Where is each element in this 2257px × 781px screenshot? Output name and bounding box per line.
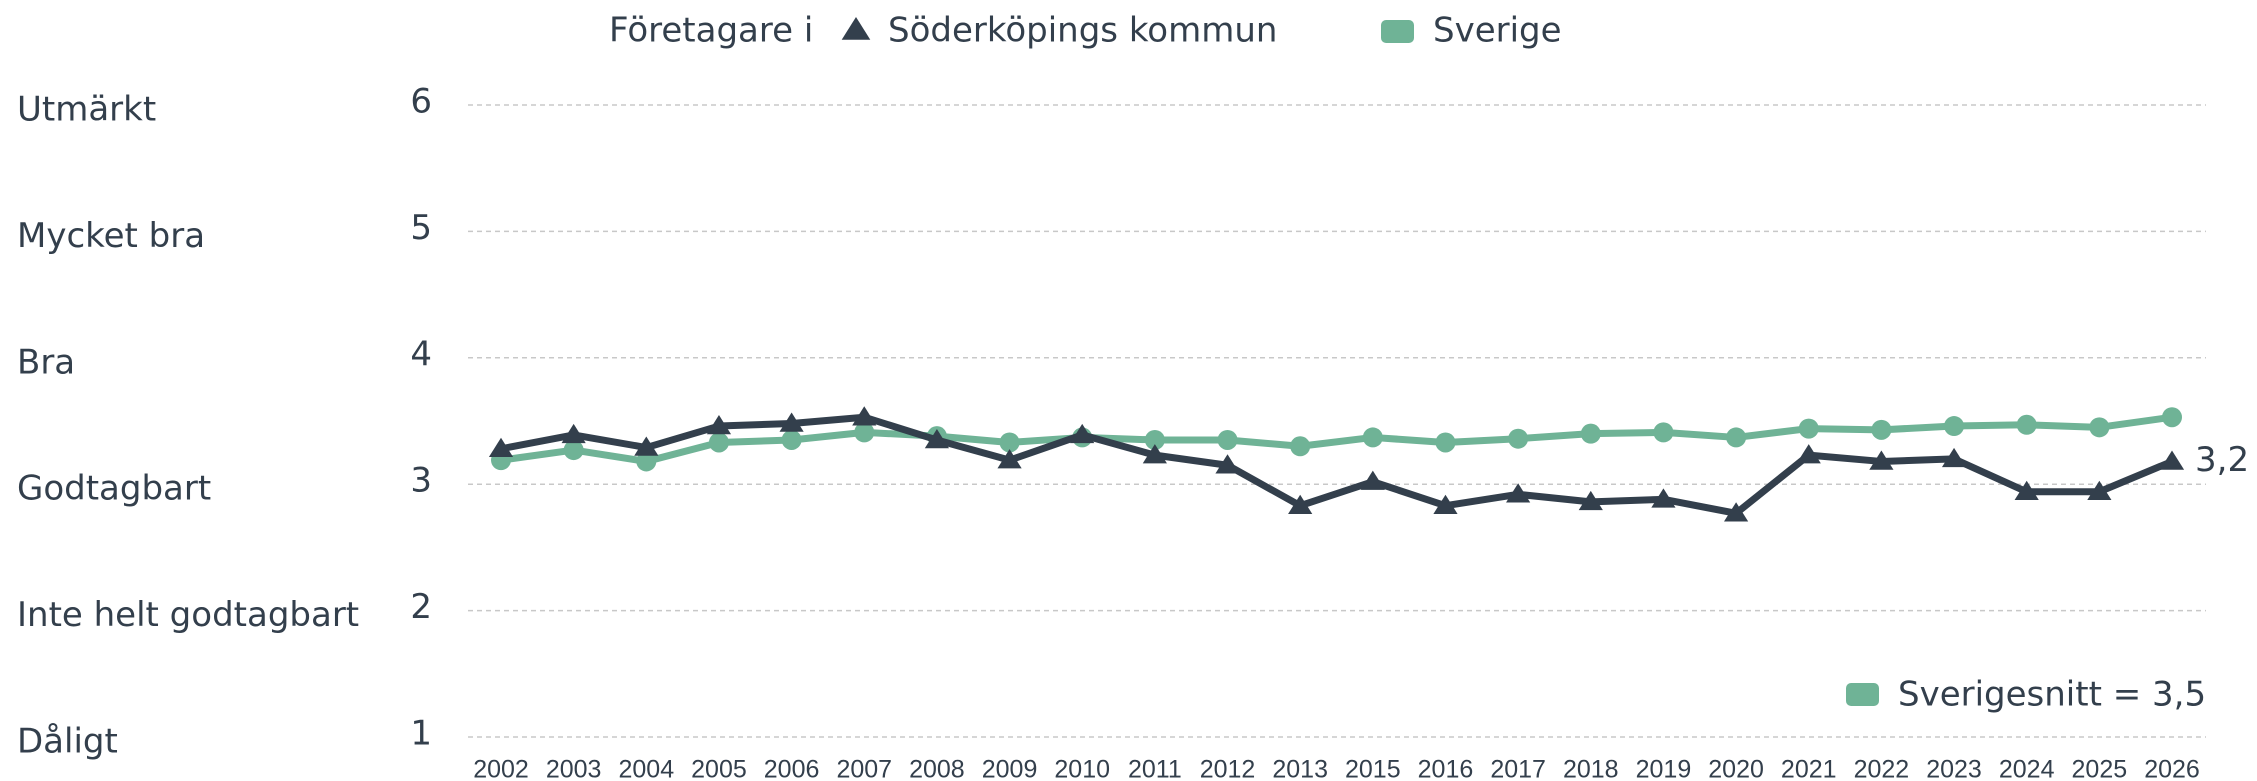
x-tick-label: 2007 [836,756,892,781]
y-tick-label: 5 [410,208,432,248]
point-marker [2087,480,2112,501]
annotation-marker [1846,683,1879,706]
legend-label: Sverige [1433,11,1562,51]
x-tick-label: 2025 [2072,756,2128,781]
legend-label: Söderköpings kommun [888,11,1277,51]
point-marker [999,432,1020,453]
x-tick-label: 2002 [473,756,529,781]
y-tick-label: 6 [410,82,432,122]
point-marker [1217,429,1238,450]
point-marker [2016,414,2037,435]
x-tick-label: 2012 [1200,756,1256,781]
point-marker [563,440,584,461]
legend-marker [841,17,871,40]
point-marker [1796,444,1821,464]
point-marker [636,451,657,472]
point-marker [1653,422,1674,443]
y-tick-label: 2 [410,587,432,627]
x-tick-label: 2010 [1054,756,1110,781]
point-marker [781,429,802,450]
x-tick-label: 2021 [1781,756,1837,781]
x-tick-label: 2011 [1128,756,1182,781]
x-tick-label: 2013 [1272,756,1328,781]
point-marker [779,412,804,432]
point-marker [706,415,732,435]
x-tick-label: 2022 [1854,756,1910,781]
point-marker [1360,470,1385,490]
point-marker [1651,488,1676,508]
x-tick-label: 2024 [1999,756,2055,781]
point-marker [924,428,950,449]
y-tick-name: Godtagbart [17,469,211,509]
x-tick-label: 2008 [909,756,965,781]
point-marker [852,406,877,426]
point-marker [1580,423,1601,444]
point-marker [997,449,1022,469]
point-marker [1433,494,1458,514]
y-tick-name: Mycket bra [17,216,205,256]
x-tick-label: 2018 [1563,756,1619,781]
point-marker [1869,450,1894,470]
x-tick-label: 2009 [982,756,1038,781]
y-tick-label: 3 [410,461,432,501]
point-marker [1944,416,1965,437]
point-marker [1723,502,1749,522]
point-marker [1941,447,1967,468]
point-marker [2162,407,2182,428]
x-tick-label: 2017 [1490,756,1546,781]
point-marker [634,436,659,456]
point-marker [488,437,514,458]
value-label: 3,2 [2195,440,2249,480]
point-marker [854,422,875,443]
point-marker [1578,490,1603,511]
point-marker [2159,450,2185,470]
point-marker [1290,436,1311,457]
x-tick-label: 2003 [546,756,602,781]
point-marker [1435,432,1456,453]
point-marker [1215,454,1240,474]
x-tick-label: 2016 [1418,756,1474,781]
point-marker [1142,444,1167,464]
point-marker [1508,428,1529,449]
point-marker [1506,483,1531,503]
x-tick-label: 2004 [618,756,674,781]
point-marker [1288,494,1313,514]
y-tick-name: Inte helt godtagbart [17,595,359,635]
legend-marker [1381,20,1414,43]
x-tick-label: 2006 [764,756,820,781]
x-tick-label: 2023 [1926,756,1982,781]
y-tick-name: Bra [17,342,75,382]
point-marker [1362,427,1383,448]
y-tick-name: Dåligt [17,722,118,762]
series-line [500,413,2174,517]
point-marker [708,432,729,453]
y-tick-name: Utmärkt [17,90,156,130]
legend-title: Företagare i [609,11,813,51]
point-marker [1144,429,1165,450]
point-marker [1070,423,1095,444]
point-marker [1871,419,1892,440]
point-marker [2089,417,2110,438]
x-tick-label: 2020 [1708,756,1764,781]
x-tick-label: 2026 [2144,756,2200,781]
point-marker [2014,480,2039,501]
point-marker [1798,418,1819,439]
x-tick-label: 2019 [1636,756,1692,781]
x-tick-label: 2015 [1345,756,1401,781]
y-tick-label: 1 [410,714,432,754]
series-line [500,413,2173,465]
x-tick-label: 2005 [691,756,747,781]
point-marker [561,423,586,444]
y-tick-label: 4 [410,334,432,374]
point-marker [1726,427,1747,448]
annotation: Sverigesnitt = 3,5 [1898,675,2206,715]
